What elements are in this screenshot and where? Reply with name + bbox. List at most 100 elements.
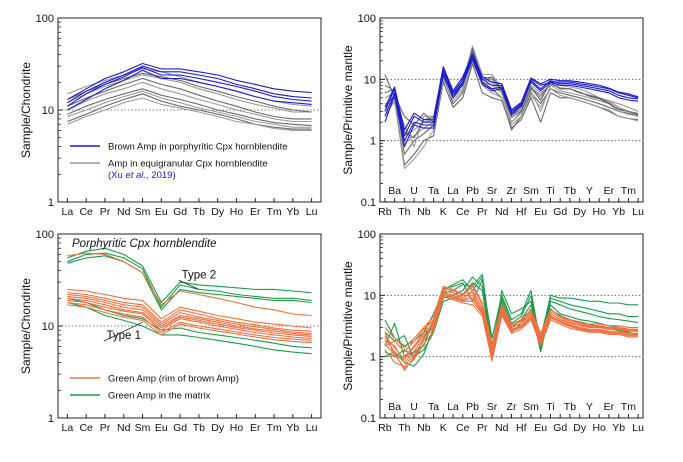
- annotation-leader: [103, 321, 143, 342]
- series-line: [67, 293, 312, 334]
- series-line: [67, 74, 312, 113]
- y-tick-label: 10: [364, 290, 376, 302]
- y-tick-label: 100: [358, 229, 376, 241]
- series-line: [67, 299, 312, 340]
- x-tick-label: Er: [250, 206, 261, 218]
- x-tick-label: Ho: [230, 422, 244, 434]
- y-axis-label: Sample/Primitive mantle: [341, 45, 355, 175]
- x-tick-label: Nb: [417, 206, 431, 218]
- x-tick-label: Eu: [155, 422, 168, 434]
- x-tick-label: Ta: [428, 401, 439, 413]
- x-tick-label: K: [440, 206, 447, 218]
- series-line: [384, 51, 639, 126]
- panel-title: Porphyritic Cpx hornblendite: [72, 238, 216, 250]
- x-tick-label: Yb: [612, 422, 625, 434]
- series-line: [67, 297, 312, 349]
- x-tick-label: Pb: [466, 185, 479, 197]
- x-tick-label: Tm: [621, 401, 636, 413]
- x-tick-label: Ti: [546, 401, 554, 413]
- series-line: [384, 294, 639, 361]
- x-tick-label: Dy: [573, 206, 587, 218]
- series-line: [67, 68, 312, 107]
- x-tick-label: Lu: [306, 206, 318, 218]
- series-line: [384, 276, 639, 361]
- y-tick-label: 1: [48, 413, 54, 425]
- x-tick-label: Sm: [523, 185, 539, 197]
- x-tick-label: Nd: [117, 206, 131, 218]
- x-tick-label: Zr: [507, 185, 517, 197]
- series-line: [67, 252, 312, 308]
- x-tick-label: Yb: [286, 422, 299, 434]
- series-line: [384, 296, 639, 369]
- x-tick-label: La: [62, 422, 74, 434]
- x-tick-label: Zr: [507, 401, 517, 413]
- y-tick-label: 100: [36, 229, 54, 241]
- y-tick-label: 10: [42, 321, 54, 333]
- x-tick-label: Sm: [135, 206, 151, 218]
- x-tick-label: Hf: [516, 206, 527, 218]
- legend-label: Green Amp (rim of brown Amp): [108, 374, 239, 385]
- x-tick-label: Lu: [306, 422, 318, 434]
- series-line: [384, 56, 639, 142]
- x-tick-label: Tm: [621, 185, 636, 197]
- x-tick-label: Pr: [100, 206, 111, 218]
- series-line: [384, 279, 639, 358]
- x-tick-label: La: [447, 401, 459, 413]
- x-tick-label: Dy: [211, 422, 225, 434]
- series-line: [67, 304, 312, 344]
- series-line: [67, 97, 312, 131]
- x-tick-label: Ce: [456, 422, 470, 434]
- x-tick-label: Dy: [211, 206, 225, 218]
- x-tick-label: Ho: [592, 206, 606, 218]
- x-tick-label: Eu: [155, 206, 168, 218]
- x-tick-label: Sr: [487, 185, 498, 197]
- chart-c: 1 10 100 La Ce Pr Nd Sm Eu Gd Tb Dy Ho Er Tm Yb Lu Sample…: [19, 229, 322, 434]
- series-line: [384, 49, 639, 137]
- legend-label: Amp in equigranular Cpx hornblendite: [108, 159, 268, 170]
- y-axis-label: Sample/Primitive mantle: [341, 261, 355, 391]
- series-line: [67, 288, 312, 329]
- x-tick-label: Rb: [378, 422, 392, 434]
- x-tick-label: Eu: [534, 206, 547, 218]
- x-tick-label: Pb: [466, 401, 479, 413]
- y-axis-label: Sample/Chondrite: [19, 278, 33, 374]
- series-line: [67, 66, 312, 107]
- x-tick-label: Ce: [79, 206, 93, 218]
- x-tick-label: Ce: [79, 422, 93, 434]
- x-tick-label: Ho: [230, 206, 244, 218]
- x-tick-label: Nd: [495, 422, 509, 434]
- legend-citation: (Xu et al., 2019): [108, 170, 176, 181]
- x-tick-label: Nb: [417, 422, 431, 434]
- annotation-leader: [178, 279, 200, 290]
- x-tick-label: Dy: [573, 422, 587, 434]
- x-tick-label: Sm: [135, 422, 151, 434]
- x-tick-label: Sm: [523, 401, 539, 413]
- annotation-label: Type 2: [182, 269, 217, 281]
- x-tick-label: Er: [604, 185, 615, 197]
- x-tick-label: Yb: [286, 206, 299, 218]
- x-tick-label: Pr: [477, 206, 488, 218]
- x-tick-label: Ho: [592, 422, 606, 434]
- series-line: [384, 53, 639, 131]
- series-line: [67, 297, 312, 337]
- y-tick-label: 1: [370, 136, 376, 148]
- x-tick-label: Tb: [193, 206, 205, 218]
- x-tick-label: Gd: [173, 206, 187, 218]
- x-tick-label: Ba: [388, 401, 401, 413]
- series-line: [67, 301, 312, 355]
- series-line: [384, 57, 639, 155]
- x-tick-label: Gd: [173, 422, 187, 434]
- x-tick-label: U: [410, 185, 418, 197]
- y-tick-label: 0.1: [361, 413, 376, 425]
- x-tick-label: Pr: [100, 422, 111, 434]
- series-line: [384, 60, 639, 170]
- series-line: [384, 293, 639, 367]
- series-line: [384, 289, 639, 361]
- series-line: [67, 77, 312, 120]
- series-line: [67, 255, 312, 311]
- series-line: [67, 62, 312, 100]
- y-axis-label: Sample/Chondrite: [19, 62, 33, 158]
- legend-label: Brown Amp in porphyritic Cpx hornblendit…: [108, 142, 288, 153]
- x-tick-label: Pr: [477, 422, 488, 434]
